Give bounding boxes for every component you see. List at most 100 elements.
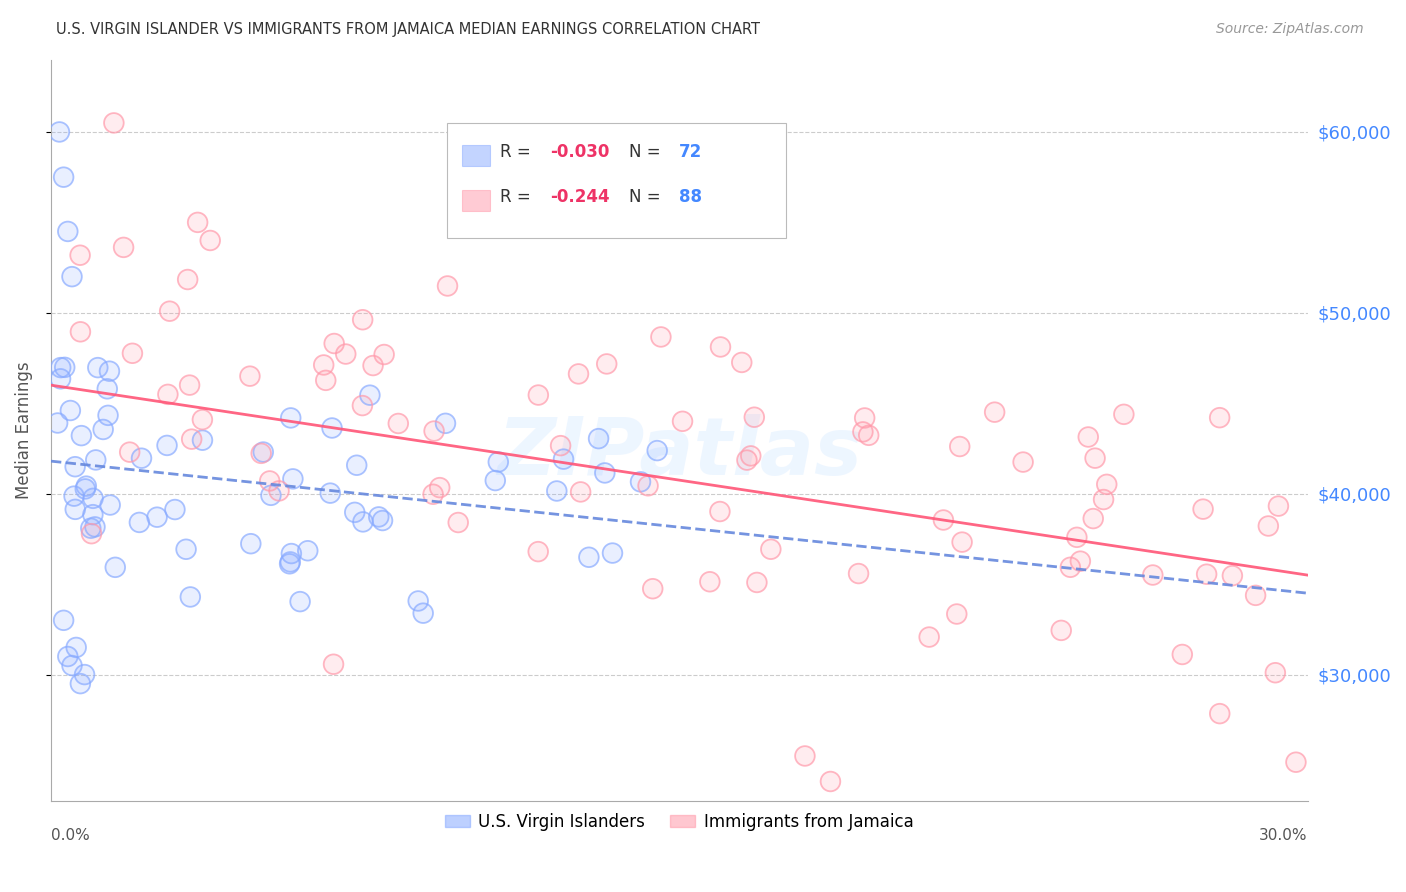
Point (671, 414, 693, 428)
Point (429, 481, 451, 495)
Point (84, 453, 107, 467)
Point (1195, 567, 1218, 582)
Point (82, 508, 104, 522)
Point (335, 347, 357, 361)
Point (553, 452, 575, 467)
Point (641, 582, 664, 596)
Point (49, 372, 72, 386)
Point (312, 358, 335, 372)
Point (118, 445, 141, 459)
Point (128, 516, 150, 530)
Point (352, 399, 374, 413)
Text: -0.244: -0.244 (550, 188, 609, 206)
Point (75, 482, 97, 496)
Point (82, 491, 104, 506)
Point (436, 279, 458, 293)
Point (918, 630, 941, 644)
Point (1112, 407, 1135, 421)
Point (159, 304, 181, 318)
Point (527, 544, 550, 558)
Point (87, 360, 110, 375)
Point (278, 555, 301, 569)
Point (281, 472, 304, 486)
Point (1069, 554, 1091, 568)
Point (56, 224, 79, 238)
Point (740, 449, 762, 463)
Point (80, 526, 103, 541)
Point (1257, 519, 1279, 533)
Point (52, 170, 75, 185)
Point (319, 486, 342, 500)
Point (546, 483, 568, 498)
Point (176, 272, 198, 286)
Point (406, 594, 429, 608)
Point (56, 649, 79, 664)
Point (794, 749, 817, 764)
Point (59, 403, 82, 417)
Point (422, 487, 444, 501)
Point (163, 502, 186, 516)
Point (1083, 511, 1105, 525)
Point (200, 234, 222, 248)
Point (176, 272, 198, 286)
Point (75, 479, 97, 493)
Point (1012, 455, 1035, 469)
Point (593, 466, 616, 480)
Point (593, 466, 616, 480)
Point (322, 657, 344, 672)
Point (80, 526, 103, 541)
Point (731, 355, 754, 369)
Point (1142, 568, 1164, 582)
Point (288, 594, 311, 608)
Point (319, 486, 342, 500)
Point (179, 590, 201, 604)
Text: Source: ZipAtlas.com: Source: ZipAtlas.com (1216, 22, 1364, 37)
Point (82, 491, 104, 506)
Point (97, 409, 120, 423)
Point (1066, 530, 1088, 544)
Point (91, 422, 114, 436)
Point (69, 676, 91, 690)
Point (239, 537, 262, 551)
Point (645, 443, 668, 458)
Point (46, 416, 69, 430)
Point (80, 521, 103, 535)
Point (361, 359, 384, 373)
Point (671, 414, 693, 428)
Point (602, 546, 624, 560)
Point (447, 516, 470, 530)
Point (429, 481, 451, 495)
Point (406, 594, 429, 608)
Point (447, 516, 470, 530)
Point (1244, 588, 1267, 602)
Point (322, 657, 344, 672)
Point (1066, 530, 1088, 544)
Point (852, 425, 875, 439)
Point (103, 116, 125, 130)
Point (252, 445, 274, 459)
Point (820, 774, 842, 789)
Point (352, 399, 374, 413)
Point (412, 606, 434, 620)
Point (346, 458, 368, 473)
Point (630, 475, 652, 489)
Point (250, 446, 273, 460)
Point (853, 411, 876, 425)
Point (569, 484, 592, 499)
Text: 0.0%: 0.0% (51, 829, 90, 843)
Point (1112, 407, 1135, 421)
Point (1267, 499, 1289, 513)
Point (932, 513, 955, 527)
Point (69, 248, 91, 262)
Point (53, 360, 76, 375)
Text: U.S. VIRGIN ISLANDER VS IMMIGRANTS FROM JAMAICA MEDIAN EARNINGS CORRELATION CHAR: U.S. VIRGIN ISLANDER VS IMMIGRANTS FROM … (56, 22, 761, 37)
Text: N =: N = (628, 144, 666, 161)
Point (288, 594, 311, 608)
Point (49, 372, 72, 386)
Point (96, 382, 118, 396)
Point (1069, 554, 1091, 568)
Point (983, 405, 1005, 419)
Point (84, 453, 107, 467)
Point (1084, 451, 1107, 466)
Point (159, 304, 181, 318)
